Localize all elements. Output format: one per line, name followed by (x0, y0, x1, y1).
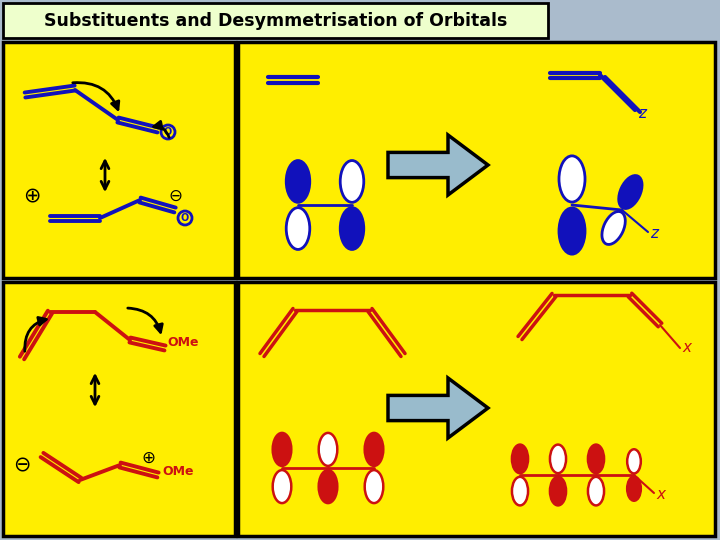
Ellipse shape (273, 470, 292, 503)
Ellipse shape (287, 160, 310, 202)
Ellipse shape (273, 433, 292, 466)
Ellipse shape (559, 156, 585, 202)
Ellipse shape (512, 444, 528, 473)
Ellipse shape (618, 176, 642, 208)
Ellipse shape (287, 208, 310, 249)
Ellipse shape (365, 470, 383, 503)
Text: OMe: OMe (162, 465, 194, 478)
Ellipse shape (178, 211, 192, 225)
Bar (238, 42, 715, 278)
Text: z: z (638, 106, 646, 121)
Polygon shape (388, 135, 488, 195)
Text: ⊕: ⊕ (141, 449, 155, 467)
Bar (238, 282, 715, 536)
Ellipse shape (319, 433, 337, 466)
Text: x: x (656, 487, 665, 502)
Text: Substituents and Desymmetrisation of Orbitals: Substituents and Desymmetrisation of Orb… (44, 11, 507, 30)
Ellipse shape (550, 477, 566, 505)
Ellipse shape (512, 477, 528, 505)
Text: O: O (181, 213, 189, 223)
Bar (3, 3, 548, 38)
Ellipse shape (627, 476, 641, 501)
Ellipse shape (550, 444, 566, 473)
Ellipse shape (161, 125, 175, 139)
Text: ⊕: ⊕ (23, 185, 41, 205)
Ellipse shape (341, 208, 364, 249)
Ellipse shape (365, 433, 383, 466)
Bar (3, 42, 235, 278)
Ellipse shape (602, 212, 625, 245)
Text: ⊖: ⊖ (13, 455, 31, 475)
Ellipse shape (588, 477, 604, 505)
Text: ⊖: ⊖ (168, 187, 182, 205)
Text: OMe: OMe (167, 336, 199, 349)
Text: x: x (682, 340, 691, 355)
Ellipse shape (588, 444, 604, 473)
Bar (3, 282, 235, 536)
Ellipse shape (319, 470, 337, 503)
Polygon shape (388, 378, 488, 438)
Ellipse shape (627, 449, 641, 474)
Text: z: z (650, 226, 658, 241)
Ellipse shape (559, 208, 585, 254)
Text: O: O (164, 127, 172, 137)
Ellipse shape (341, 160, 364, 202)
